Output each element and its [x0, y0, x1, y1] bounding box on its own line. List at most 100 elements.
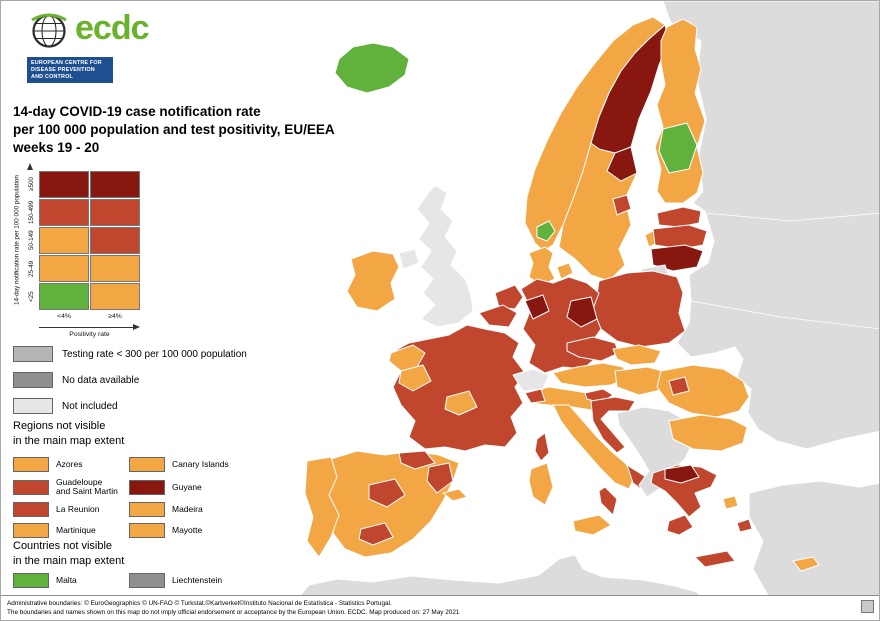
map-region-sardinia — [528, 462, 554, 506]
regions-legend: Azores Canary Islands Guadeloupe and Sai… — [13, 457, 263, 538]
legend-item-mayotte: Mayotte — [129, 523, 263, 538]
matrix-cell-r3c0 — [39, 255, 89, 282]
azores-label: Azores — [56, 459, 83, 469]
map-region-slovakia — [612, 344, 662, 366]
matrix-cell-r2c0 — [39, 227, 89, 254]
guyane-label: Guyane — [172, 481, 202, 492]
footer-scale-box — [861, 600, 874, 613]
mayotte-swatch — [129, 523, 165, 538]
map-region-norway-south — [536, 220, 556, 242]
map-region-sweden-stockholm — [612, 194, 632, 216]
map-region-italy-calabria — [598, 486, 618, 516]
map-title: 14-day COVID-19 case notification rate p… — [13, 103, 335, 157]
legend-item-madeira: Madeira — [129, 502, 263, 517]
matrix-row-label-lt25: <25 — [28, 291, 35, 302]
map-region-sweden-north — [590, 24, 670, 154]
martinique-label: Martinique — [56, 525, 96, 535]
map-region-spain-east — [426, 462, 454, 494]
guadeloupe-swatch — [13, 479, 49, 495]
footer-line2: The boundaries and names shown on this m… — [7, 609, 460, 616]
legend-item-testing-rate: Testing rate < 300 per 100 000 populatio… — [13, 346, 247, 362]
title-line1: 14-day COVID-19 case notification rate — [13, 104, 261, 119]
matrix-cell-r4c0 — [39, 283, 89, 310]
map-region-belgium — [478, 304, 518, 328]
map-region-finland-south — [658, 122, 698, 174]
map-region-cyprus — [792, 556, 820, 572]
map-region-romania-west — [668, 376, 690, 396]
map-region-balearics — [442, 488, 468, 502]
footer-line1: Administrative boundaries: © EuroGeograp… — [7, 600, 392, 607]
canary-islands-label: Canary Islands — [172, 459, 229, 469]
map-region-bulgaria — [668, 414, 748, 452]
testing-rate-swatch — [13, 346, 53, 362]
map-region-croatia — [590, 396, 636, 454]
matrix-col-labels: <4% ≥4% — [39, 313, 140, 320]
not-included-label: Not included — [62, 400, 118, 412]
matrix-row-label-500: ≥500 — [28, 177, 35, 192]
la-reunion-label: La Reunion — [56, 504, 100, 514]
legend-item-guyane: Guyane — [129, 478, 263, 496]
title-line2: per 100 000 population and test positivi… — [13, 122, 335, 137]
not-included-swatch — [13, 398, 53, 414]
legend-item-azores: Azores — [13, 457, 129, 472]
la-reunion-swatch — [13, 502, 49, 517]
legend-item-no-data: No data available — [13, 372, 247, 388]
y-axis-arrow-icon — [27, 163, 33, 170]
map-region-lithuania — [650, 244, 704, 272]
matrix-col-label-lt4: <4% — [57, 313, 71, 320]
map-footer: Administrative boundaries: © EuroGeograp… — [1, 595, 879, 620]
map-region-aegean-islands-1 — [722, 495, 739, 510]
map-region-netherlands — [494, 284, 524, 310]
ecdc-org-name: EUROPEAN CENTRE FOR DISEASE PREVENTION A… — [27, 57, 113, 84]
madeira-label: Madeira — [172, 504, 203, 514]
madeira-swatch — [129, 502, 165, 517]
ecdc-globe-icon — [31, 13, 67, 48]
map-region-crete — [694, 550, 736, 568]
guyane-swatch — [129, 479, 165, 495]
guadeloupe-label: Guadeloupe and Saint Martin — [56, 477, 118, 496]
canary-islands-swatch — [129, 457, 165, 472]
map-region-france-central — [444, 390, 478, 416]
matrix-cell-r1c0 — [39, 199, 89, 226]
matrix-row-label-25-49: 25-49 — [28, 260, 35, 277]
matrix-cell-r0c1 — [90, 171, 140, 198]
matrix-y-axis-label: 14-day notification rate per 100 000 pop… — [13, 175, 21, 306]
testing-rate-label: Testing rate < 300 per 100 000 populatio… — [62, 348, 247, 360]
martinique-swatch — [13, 523, 49, 538]
map-region-north-africa — [298, 554, 702, 598]
matrix-row-label-50-149: 50-149 — [28, 230, 35, 251]
malta-label: Malta — [56, 575, 77, 585]
map-region-greece-north — [664, 464, 700, 484]
title-line3: weeks 19 - 20 — [13, 140, 100, 155]
mayotte-label: Mayotte — [172, 525, 203, 535]
status-legend: Testing rate < 300 per 100 000 populatio… — [13, 346, 247, 424]
map-region-estonia — [656, 206, 702, 228]
liechtenstein-swatch — [129, 573, 165, 588]
legend-item-guadeloupe: Guadeloupe and Saint Martin — [13, 478, 129, 496]
matrix-cell-r2c1 — [90, 227, 140, 254]
map-region-czechia — [566, 336, 620, 362]
matrix-cell-r0c0 — [39, 171, 89, 198]
matrix-x-axis-label: Positivity rate — [69, 331, 110, 338]
legend-item-la-reunion: La Reunion — [13, 502, 129, 517]
matrix-cell-r4c1 — [90, 283, 140, 310]
border-line-russia — [704, 212, 879, 222]
map-region-denmark — [528, 246, 556, 286]
azores-swatch — [13, 457, 49, 472]
border-line-belarus-ukraine — [690, 300, 879, 330]
liechtenstein-label: Liechtenstein — [172, 575, 223, 585]
map-region-denmark-zealand — [556, 262, 574, 280]
map-region-switzerland — [512, 368, 550, 392]
map-region-italy-peninsula — [552, 404, 636, 490]
map-region-ireland — [346, 250, 400, 312]
map-region-uk — [416, 184, 474, 328]
map-region-russia-belarus-ukraine — [662, 1, 879, 450]
matrix-col-label-ge4: ≥4% — [108, 313, 122, 320]
map-region-germany-west — [524, 294, 550, 320]
no-data-swatch — [13, 372, 53, 388]
map-region-corsica — [534, 432, 550, 462]
legend-item-liechtenstein: Liechtenstein — [129, 573, 263, 588]
ecdc-logo: ecdc EUROPEAN CENTRE FOR DISEASE PREVENT… — [27, 9, 177, 101]
map-region-germany-east — [566, 296, 598, 328]
